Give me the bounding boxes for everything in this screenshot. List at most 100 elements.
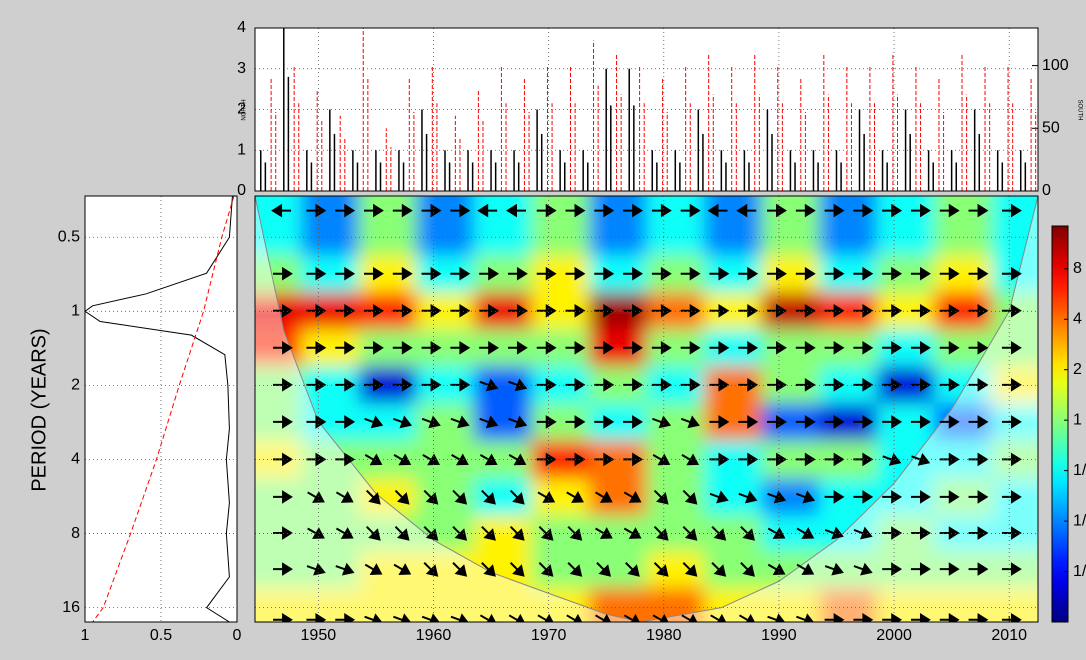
phase-arrow [537,491,556,503]
x-tick-label: 0.5 [150,627,172,644]
phase-arrow [680,203,701,218]
phase-arrow [709,266,730,281]
phase-arrow [623,491,642,503]
phase-arrow [421,341,442,355]
phase-arrow [623,266,643,281]
heat-cell [358,587,417,622]
phase-arrow [306,452,327,467]
phase-arrow [1040,206,1058,216]
y-tick-label: 8 [71,525,80,542]
phase-arrow [392,303,413,318]
phase-arrow [421,303,442,318]
phase-arrow [450,266,471,281]
phase-arrow [738,303,759,318]
phase-arrow [767,415,787,429]
phase-arrow [477,203,498,218]
phase-arrow [364,415,384,429]
phase-arrow [235,269,253,279]
phase-arrow [566,613,584,622]
phase-arrow [795,203,816,218]
phase-arrow [882,453,902,466]
phase-arrow [335,303,356,318]
phase-arrow [767,563,786,575]
phase-arrow [939,266,960,281]
phase-arrow [853,562,873,576]
phase-arrow [796,527,815,539]
phase-arrow [939,562,960,576]
phase-arrow [709,341,730,355]
y-tick-label: 4 [71,451,80,468]
phase-arrow [235,306,253,316]
phase-arrow [481,489,496,505]
phase-arrow [536,303,557,318]
phase-arrow [565,203,586,218]
phase-arrow [968,490,989,504]
phase-arrow [364,378,384,392]
phase-arrow [335,415,356,429]
phase-arrow [939,378,960,392]
phase-arrow [235,528,253,538]
layer: 0 1 2 3 4 0 50 100 1950 1960 1970 1980 1990 2000 2010 8… [58,19,1086,644]
phase-arrow [968,526,989,540]
colorbar-label: 4 [1073,310,1082,327]
phase-arrow [565,303,586,318]
frame [84,195,238,623]
phase-arrow [594,203,615,218]
phase-arrow [882,378,903,392]
heat-cell [646,478,705,516]
phase-arrow [767,378,787,392]
phase-arrow [1001,341,1022,355]
phase-arrow [335,378,356,392]
heat-cell [531,515,590,552]
phase-arrow [235,380,253,390]
phase-arrow [452,562,468,577]
heat-cell [531,196,590,256]
phase-arrow [939,490,960,504]
phase-arrow [450,378,471,392]
phase-arrow [853,613,874,622]
phase-arrow [910,415,931,429]
phase-arrow [1001,526,1022,540]
phase-arrow [565,341,586,355]
phase-arrow [565,378,586,392]
global-line [85,196,233,622]
phase-arrow [939,303,960,318]
phase-arrow [682,489,698,505]
x-tick-label: 1 [81,627,90,644]
heat-cell [255,587,302,622]
phase-arrow [968,613,989,622]
phase-arrow [452,525,468,541]
phase-arrow [509,525,525,541]
phase-arrow [882,415,903,429]
phase-arrow [939,613,960,622]
phase-arrow [853,203,874,218]
phase-arrow [939,452,960,467]
colorbar-label: 2 [1073,361,1082,378]
phase-arrow [273,378,293,392]
phase-arrow [393,613,413,622]
phase-arrow [882,303,903,318]
coi-shade [255,196,1038,622]
phase-arrow [853,341,874,355]
phase-arrow [968,378,989,392]
phase-arrow [796,563,815,575]
phase-arrow [1001,490,1022,504]
y-tick-label: 16 [62,599,80,616]
phase-arrow [565,415,586,429]
phase-arrow [235,564,253,574]
phase-arrow [537,613,556,622]
heat-cell [761,196,820,256]
phase-arrow [767,303,787,318]
heat-cell [761,587,820,622]
x-tick-label: 2000 [876,627,912,644]
phase-arrow [364,613,384,622]
y-tick-label: 2 [71,377,80,394]
phase-arrow [595,527,613,539]
phase-arrow [1001,415,1022,429]
phase-arrow [235,417,253,427]
phase-arrow [738,452,759,467]
phase-arrow [939,341,960,355]
phase-arrow [623,527,642,539]
phase-arrow [365,489,381,505]
